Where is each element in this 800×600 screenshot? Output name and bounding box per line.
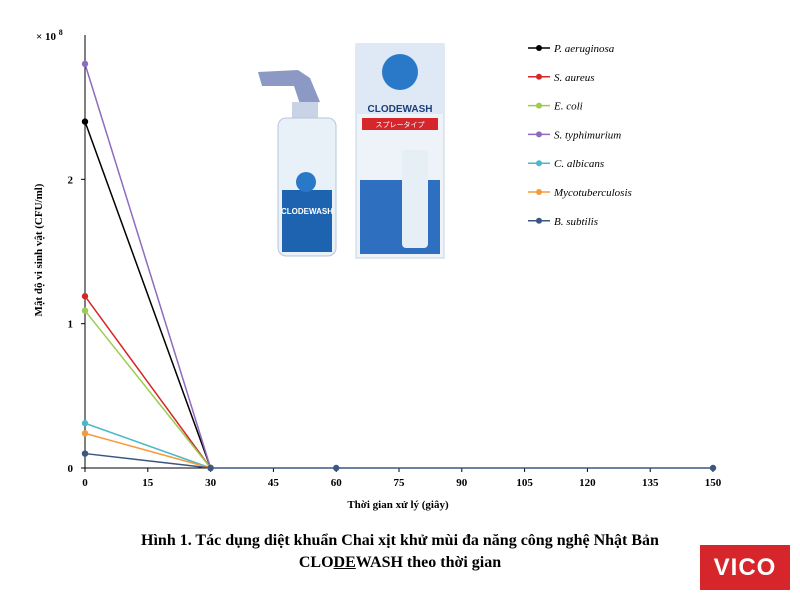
y-multiplier-exp: 8 (59, 28, 63, 37)
legend-entry-label: P. aeruginosa (553, 43, 615, 55)
box-bottle-image (402, 150, 428, 248)
legend-entry-label: S. typhimurium (554, 129, 621, 141)
y-tick-label: 1 (68, 319, 74, 331)
box-logo (382, 54, 418, 90)
data-point (81, 118, 89, 125)
bottle-label: CLODEWASH (281, 207, 333, 216)
y-tick-label: 2 (68, 174, 74, 186)
caption-brand-post: WASH theo thời gian (355, 554, 502, 571)
series-line (84, 310, 212, 469)
series-line (84, 422, 211, 469)
y-tick-label: 0 (68, 463, 74, 475)
data-point (81, 307, 89, 314)
series-points (81, 60, 717, 472)
legend: P. aeruginosa S. aureus E. coli S. typhimur… (528, 43, 632, 228)
x-tick-label: 60 (331, 477, 343, 489)
data-point (81, 450, 89, 457)
series-line (84, 452, 713, 469)
spray-trigger (258, 70, 320, 104)
data-point (333, 464, 340, 472)
x-tick-label: 15 (142, 477, 154, 489)
caption-brand-pre: CLO (298, 554, 334, 571)
legend-swatch-marker (536, 102, 542, 109)
legend-swatch-marker (536, 160, 542, 167)
legend-swatch-marker (536, 45, 542, 51)
legend-entry-label: B. subtilis (554, 216, 598, 228)
legend-swatch-marker (536, 189, 542, 195)
y-axis-label: Mật độ vi sinh vật (CFU/ml) (33, 183, 45, 316)
bottle-logo (296, 172, 316, 192)
x-tick-label: 105 (516, 477, 533, 489)
legend-entry-label: Mycotuberculosis (553, 187, 632, 199)
x-tick-label: 75 (394, 477, 406, 489)
y-multiplier-base: × 10 (36, 31, 57, 43)
product-image: CLODEWASH CLODEWASH スプレータイプ (258, 43, 445, 259)
bottle-label-panel (282, 190, 332, 252)
box-sublabel: スプレータイプ (376, 120, 425, 129)
series-lines (84, 63, 713, 469)
data-point (709, 464, 717, 472)
caption-brand-underlined: DE (333, 554, 356, 571)
box-label: CLODEWASH (368, 104, 433, 115)
legend-swatch-marker (536, 73, 542, 80)
x-tick-label: 150 (705, 477, 722, 489)
data-point (81, 430, 89, 437)
y-multiplier: × 10 8 (36, 28, 63, 43)
caption-line-2: CLODEWASH theo thời gian (0, 552, 800, 574)
legend-swatch-marker (536, 217, 542, 224)
axes: 0 15 30 45 60 75 90 105 120 135 150 0 1 2 (68, 35, 722, 489)
figure-caption: Hình 1. Tác dụng diệt khuẩn Chai xịt khử… (0, 530, 800, 574)
x-tick-label: 135 (642, 477, 659, 489)
data-point (207, 464, 214, 472)
x-tick-label: 45 (268, 477, 280, 489)
series-line (84, 63, 212, 469)
box-red-band (362, 118, 438, 130)
series-line (84, 432, 211, 469)
series-line (84, 295, 212, 469)
brand-badge: VICO (700, 545, 790, 590)
data-point (81, 60, 89, 68)
series-line (84, 121, 212, 469)
x-axis-label: Thời gian xử lý (giây) (347, 499, 449, 511)
data-point (81, 420, 89, 427)
x-tick-label: 120 (579, 477, 596, 489)
legend-entry-label: E. coli (553, 101, 583, 113)
x-tick-label: 0 (82, 477, 88, 489)
caption-line-1: Hình 1. Tác dụng diệt khuẩn Chai xịt khử… (141, 532, 659, 549)
x-tick-label: 90 (456, 477, 468, 489)
x-tick-label: 30 (205, 477, 217, 489)
legend-swatch-marker (536, 131, 542, 138)
bottle-neck (292, 102, 318, 120)
data-point (81, 293, 89, 300)
legend-entry-label: S. aureus (554, 72, 595, 84)
legend-entry-label: C. albicans (554, 158, 604, 170)
